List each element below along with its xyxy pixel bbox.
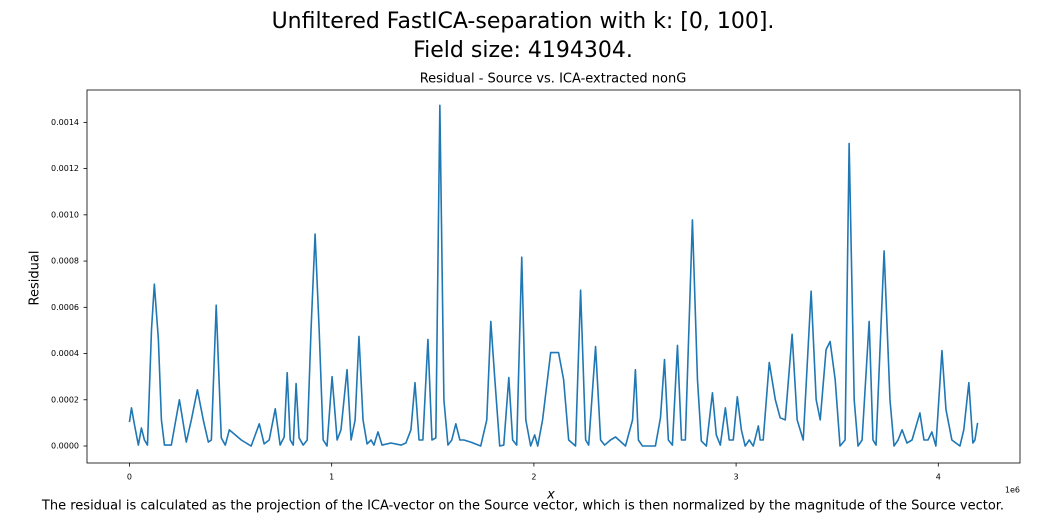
x-tick-label: 4 [936, 473, 941, 482]
data-line [128, 104, 979, 447]
x-tick-label: 2 [531, 473, 536, 482]
y-tick-label: 0.0002 [51, 395, 79, 404]
y-tick-label: 0.0006 [51, 303, 79, 312]
y-tick-label: 0.0004 [51, 349, 79, 358]
x-tick-label: 1 [329, 473, 334, 482]
chart-subtitle: Field size: 4194304. [413, 38, 633, 63]
x-axis-label: x [546, 488, 555, 503]
x-offset-label: 1e6 [1005, 486, 1020, 495]
y-tick-label: 0.0008 [51, 257, 79, 266]
y-tick-label: 0.0012 [51, 164, 79, 173]
y-tick-label: 0.0000 [51, 442, 79, 451]
y-tick-label: 0.0010 [51, 210, 79, 219]
y-tick-label: 0.0014 [51, 118, 79, 127]
caption: The residual is calculated as the projec… [41, 499, 1004, 514]
y-axis-label: Residual [28, 251, 43, 306]
x-tick-label: 3 [734, 473, 739, 482]
x-tick-label: 0 [127, 473, 132, 482]
axes-title: Residual - Source vs. ICA-extracted nonG [420, 72, 687, 87]
axes-frame [86, 89, 1021, 464]
chart-title: Unfiltered FastICA-separation with k: [0… [272, 9, 775, 34]
